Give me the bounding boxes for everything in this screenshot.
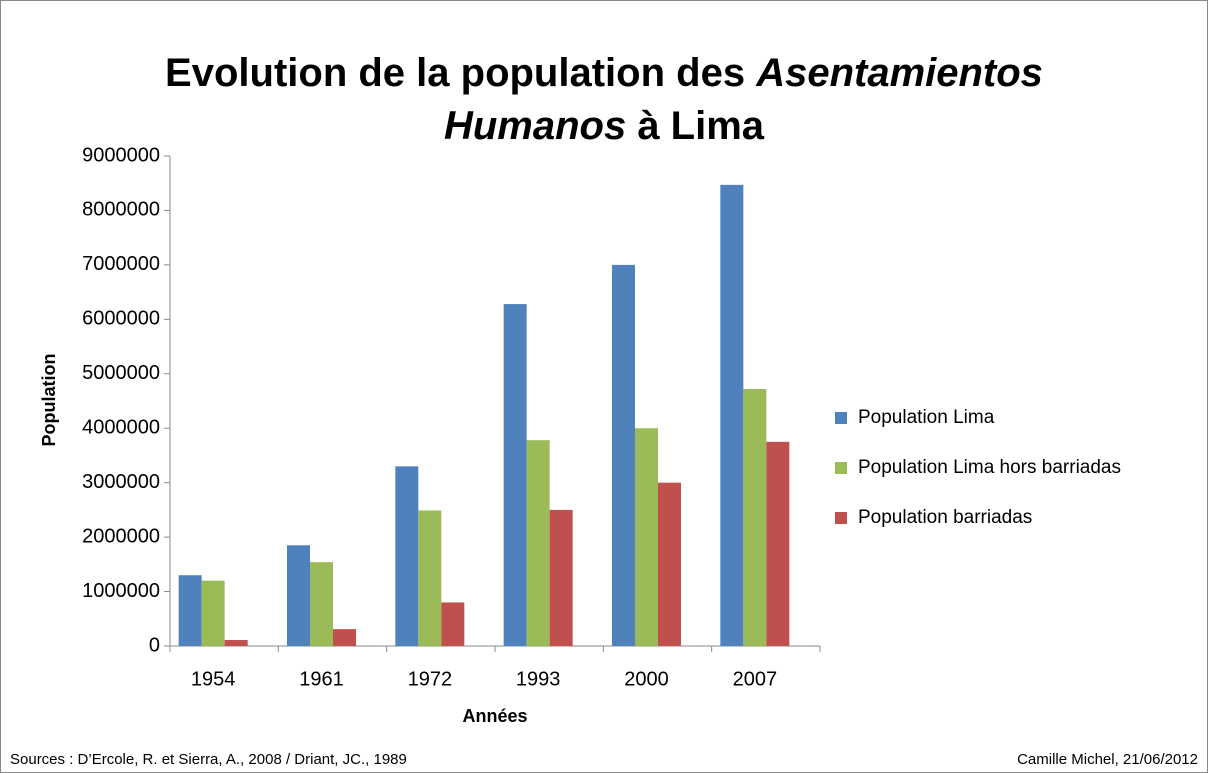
x-tick-label: 2007 (733, 668, 778, 690)
y-tick-label: 5000000 (82, 362, 160, 384)
x-tick-label: 1993 (516, 668, 561, 690)
legend-swatch (835, 512, 847, 524)
bar (549, 509, 573, 646)
legend-label: Population Lima (858, 407, 995, 428)
bar (635, 428, 658, 646)
bar (612, 264, 635, 646)
title-part: à Lima (626, 104, 765, 148)
y-tick-label: 0 (149, 634, 160, 656)
author-note: Camille Michel, 21/06/2012 (1017, 751, 1198, 768)
bar (743, 389, 767, 646)
bar (766, 441, 790, 646)
x-tick-label: 1954 (191, 668, 236, 690)
legend-label: Population barriadas (858, 507, 1032, 528)
legend-swatch (835, 462, 847, 474)
source-note: Sources : D’Ercole, R. et Sierra, A., 20… (10, 751, 407, 768)
bar (287, 545, 310, 646)
bar (720, 184, 744, 646)
y-tick-label: 8000000 (82, 199, 160, 221)
x-axis-label: Années (462, 706, 527, 726)
y-tick-label: 6000000 (82, 308, 160, 330)
bar (395, 466, 419, 646)
bar (333, 629, 356, 646)
chart-title: Evolution de la population des Asentamie… (165, 51, 1043, 95)
legend-label: Population Lima hors barriadas (858, 457, 1121, 478)
bar (418, 510, 442, 646)
y-tick-label: 4000000 (82, 417, 160, 439)
x-tick-label: 1961 (299, 668, 344, 690)
bar (658, 482, 681, 646)
y-tick-label: 3000000 (82, 471, 160, 493)
y-tick-label: 7000000 (82, 253, 160, 275)
y-tick-label: 2000000 (82, 525, 160, 547)
bar (178, 575, 202, 646)
bar (224, 640, 248, 646)
x-tick-label: 2000 (624, 668, 669, 690)
bar (201, 580, 225, 646)
bar (503, 304, 527, 646)
title-part: Evolution de la population des (165, 51, 756, 95)
x-tick-label: 1972 (408, 668, 453, 690)
y-axis-label: Population (39, 354, 59, 447)
title-part: Asentamientos (755, 51, 1043, 95)
bar (441, 602, 465, 646)
bar (310, 562, 333, 646)
chart-title: Humanos à Lima (444, 104, 765, 148)
y-tick-label: 9000000 (82, 144, 160, 166)
y-tick-label: 1000000 (82, 580, 160, 602)
bar (526, 440, 550, 646)
legend-swatch (835, 412, 847, 424)
title-part: Humanos (444, 104, 626, 148)
